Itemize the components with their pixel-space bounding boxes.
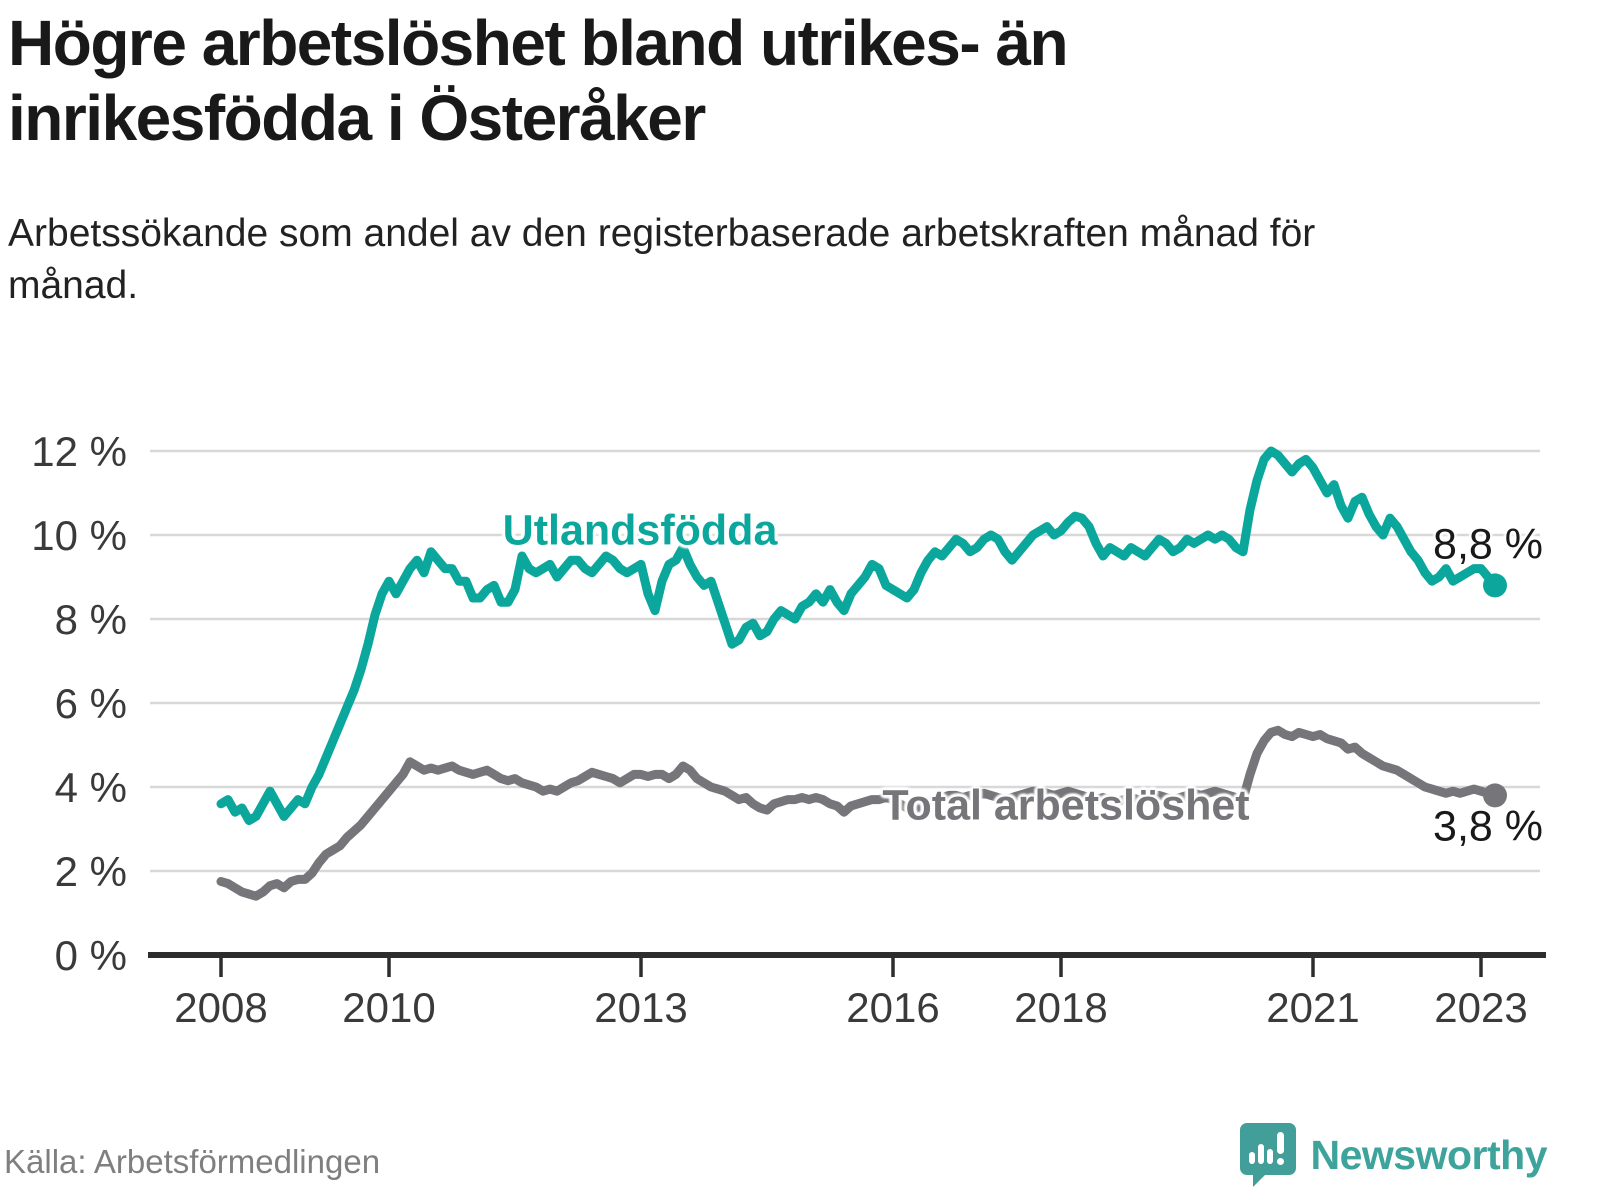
y-axis-label: 12 %: [31, 428, 127, 475]
chart-subtitle: Arbetssökande som andel av den registerb…: [8, 212, 1316, 307]
newsworthy-wordmark: Newsworthy: [1310, 1131, 1548, 1178]
series-label-total-arbetsloshet: Total arbetslöshet: [882, 781, 1250, 830]
x-axis-label: 2013: [594, 984, 687, 1031]
x-axis-label: 2023: [1434, 984, 1527, 1031]
x-axis-label: 2021: [1266, 984, 1359, 1031]
newsworthy-logo: Newsworthy: [1239, 1122, 1548, 1188]
series-label-utlandsfodda: Utlandsfödda: [502, 506, 778, 555]
x-axis-label: 2016: [846, 984, 939, 1031]
y-axis-label: 0 %: [55, 932, 127, 979]
end-value-label-utlandsfodda: 8,8 %: [1433, 520, 1543, 569]
y-axis-label: 4 %: [55, 764, 127, 811]
y-axis-label: 8 %: [55, 596, 127, 643]
y-axis-label: 6 %: [55, 680, 127, 727]
end-dot-total: [1483, 783, 1507, 808]
end-value-label-total: 3,8 %: [1433, 802, 1543, 851]
x-axis-label: 2008: [174, 984, 267, 1031]
chart-title: Högre arbetslöshet bland utrikes- än inr…: [8, 7, 1069, 154]
series-line-total: [216, 725, 1500, 901]
end-dot-utlandsfodda: [1483, 573, 1507, 598]
x-axis-label: 2010: [342, 984, 435, 1031]
y-axis-label: 10 %: [31, 512, 127, 559]
source-note: Källa: Arbetsförmedlingen: [4, 1143, 381, 1180]
newsworthy-bars-icon: [1239, 1123, 1296, 1187]
series-line-utlandsfodda: [216, 446, 1500, 826]
y-axis-label: 2 %: [55, 848, 127, 895]
x-axis-label: 2018: [1014, 984, 1107, 1031]
